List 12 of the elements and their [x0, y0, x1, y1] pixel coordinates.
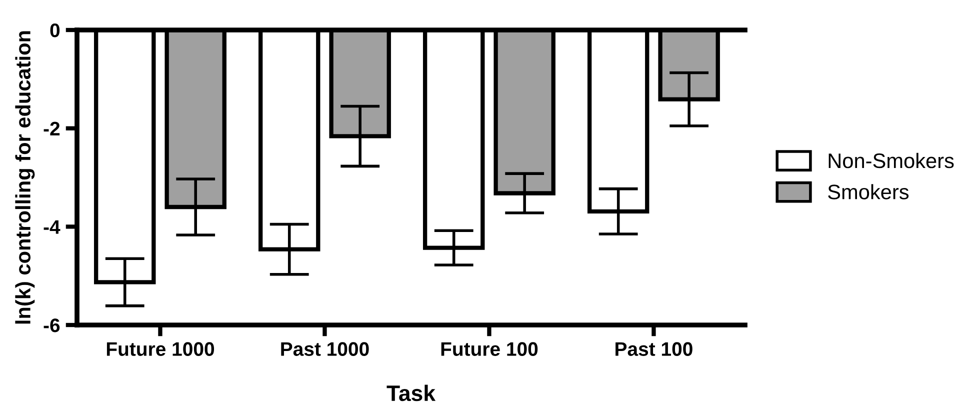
y-axis-title: ln(k) controlling for education — [15, 31, 35, 324]
legend-label: Smokers — [828, 184, 909, 200]
y-tick-label: -4 — [44, 220, 60, 234]
legend-label: Non-Smokers — [828, 152, 954, 168]
y-tick-label: 0 — [50, 23, 60, 38]
x-tick-label: Past 1000 — [281, 342, 369, 356]
x-axis-title: Task — [386, 384, 436, 402]
y-tick-label: -6 — [44, 318, 60, 332]
x-tick-label: Future 100 — [441, 342, 538, 356]
x-tick-label: Past 100 — [616, 342, 692, 356]
y-tick-label: -2 — [44, 122, 60, 136]
x-tick-label: Future 1000 — [106, 342, 214, 356]
